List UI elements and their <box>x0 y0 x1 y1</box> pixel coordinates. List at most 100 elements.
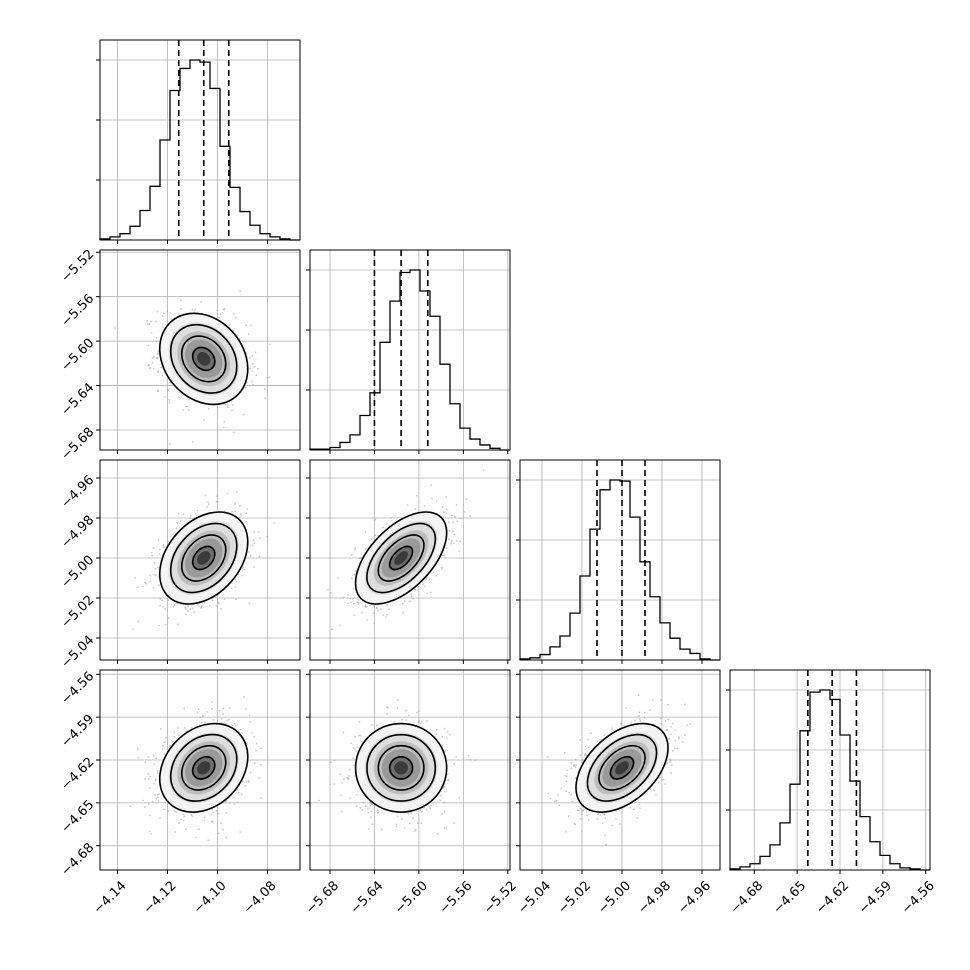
scatter-point <box>386 604 388 606</box>
scatter-point <box>350 742 353 745</box>
contour-1 <box>169 522 238 594</box>
scatter-point <box>374 518 377 521</box>
scatter-point <box>331 628 334 631</box>
scatter-point <box>373 622 375 625</box>
scatter-point <box>204 494 207 497</box>
scatter-point <box>453 533 456 536</box>
scatter-point <box>211 701 213 703</box>
scatter-point <box>408 600 411 603</box>
scatter-point <box>211 599 214 602</box>
scatter-point <box>425 719 428 722</box>
scatter-point <box>200 605 203 608</box>
scatter-point <box>327 588 329 591</box>
scatter-point <box>151 800 154 803</box>
scatter-point <box>185 608 187 610</box>
scatter-point <box>349 601 352 604</box>
scatter-point <box>377 811 380 814</box>
scatter-point <box>217 602 220 605</box>
scatter-point <box>197 828 200 831</box>
scatter-point <box>218 710 221 712</box>
scatter-point <box>239 504 241 507</box>
scatter-point <box>191 308 194 311</box>
scatter-point <box>416 711 418 714</box>
scatter-point <box>169 535 172 538</box>
scatter-point <box>222 713 225 716</box>
scatter-point <box>419 809 422 812</box>
scatter-point <box>371 823 374 825</box>
scatter-point <box>441 812 444 815</box>
scatter-point <box>187 610 189 613</box>
scatter-point <box>367 807 369 810</box>
scatter-point <box>435 728 438 731</box>
scatter-point <box>189 515 192 517</box>
scatter-point <box>425 578 427 581</box>
scatter-point <box>443 790 446 793</box>
scatter-point <box>401 602 404 605</box>
scatter-point <box>420 822 423 825</box>
scatter-point <box>408 822 411 825</box>
scatter-point <box>240 514 243 517</box>
scatter-point <box>352 587 355 590</box>
scatter-point <box>447 521 450 524</box>
contour-0 <box>354 722 448 813</box>
scatter-point <box>459 517 462 520</box>
scatter-point <box>643 711 646 714</box>
scatter-point <box>346 776 349 779</box>
scatter-point <box>249 721 252 723</box>
scatter-point <box>365 605 367 608</box>
scatter-point <box>580 830 583 833</box>
scatter-point <box>245 324 248 327</box>
scatter-point <box>253 735 255 738</box>
scatter-point <box>264 397 267 399</box>
scatter-point <box>421 583 424 586</box>
scatter-point <box>435 733 438 736</box>
scatter-point <box>247 333 250 335</box>
scatter-point <box>146 323 149 326</box>
scatter-point <box>252 539 255 542</box>
scatter-point <box>157 793 159 796</box>
scatter-point <box>226 406 229 408</box>
scatter-point <box>361 808 364 811</box>
scatter-point <box>169 311 172 314</box>
scatter-point <box>375 724 378 727</box>
scatter-point <box>669 761 672 763</box>
scatter-point <box>453 516 456 518</box>
scatter-point <box>445 547 448 549</box>
scatter-point <box>137 756 140 759</box>
scatter-point <box>231 510 234 513</box>
scatter-point <box>393 721 396 723</box>
scatter-point <box>417 586 420 588</box>
scatter-point <box>638 718 641 720</box>
scatter-point <box>187 409 190 412</box>
scatter-point <box>162 312 165 315</box>
scatter-point <box>560 787 563 790</box>
scatter-point <box>376 809 379 812</box>
scatter-point <box>184 828 187 831</box>
scatter-point <box>347 594 349 596</box>
scatter-point <box>234 724 237 727</box>
scatter-point <box>137 620 140 623</box>
scatter-point <box>245 512 248 515</box>
scatter-point <box>147 773 150 775</box>
scatter-point <box>386 713 388 715</box>
scatter-point <box>242 780 244 783</box>
scatter-point <box>245 781 248 784</box>
scatter-point <box>443 554 446 557</box>
scatter-point <box>210 813 213 816</box>
scatter-point <box>196 509 199 512</box>
scatter-point <box>397 699 399 701</box>
scatter-point <box>150 833 153 835</box>
scatter-point <box>212 719 215 721</box>
scatter-point <box>207 839 210 842</box>
scatter-point <box>147 364 150 367</box>
contour-3 <box>191 545 216 571</box>
scatter-point <box>149 574 152 577</box>
scatter-point <box>235 580 238 583</box>
scatter-point <box>154 320 157 323</box>
scatter-point <box>385 613 388 616</box>
scatter-point <box>581 759 584 762</box>
scatter-point <box>412 817 415 819</box>
scatter-point <box>452 530 454 533</box>
scatter-point <box>387 608 390 611</box>
scatter-point <box>456 539 458 542</box>
